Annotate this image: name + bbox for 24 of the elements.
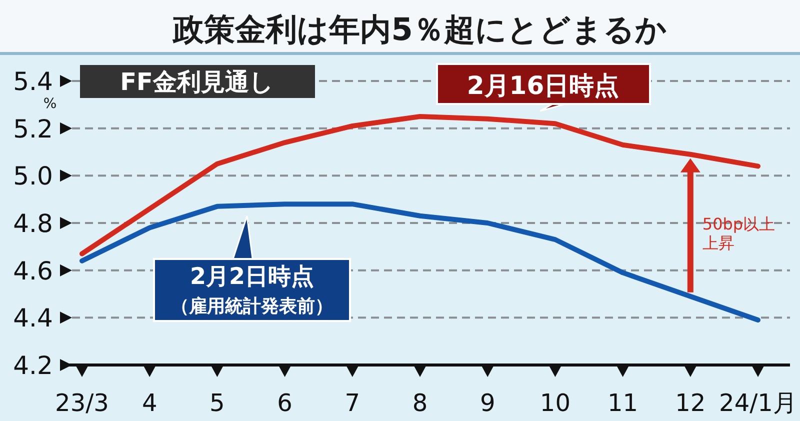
x-tick-label: 10: [540, 389, 570, 417]
x-tick-label: 7: [344, 389, 360, 417]
y-tick-label: 4.8: [13, 209, 53, 238]
series-label: 2月16日時点: [466, 71, 620, 100]
y-tick-label: 5.0: [13, 162, 53, 191]
x-tick-label: 4: [142, 389, 158, 417]
x-tick-label: 8: [412, 389, 428, 417]
x-tick-label: 12: [675, 389, 706, 417]
y-tick-label: 4.4: [13, 304, 53, 333]
x-tick-label: 6: [277, 389, 292, 417]
x-tick-label: 23/3: [55, 389, 109, 417]
annotation: （雇用統計発表前）: [171, 296, 333, 317]
chart-title: 政策金利は年内5％超にとどまるか: [172, 12, 667, 48]
annotation: 50bp以上上昇: [702, 214, 776, 252]
annotation: FF金利見通し: [120, 68, 274, 96]
x-tick-label: 24/1月: [719, 389, 797, 417]
y-tick-label: 5.2: [13, 114, 53, 144]
y-tick-label: 4.2: [13, 351, 53, 380]
x-tick-label: 11: [608, 389, 638, 417]
y-tick-label: 4.6: [13, 256, 53, 286]
x-tick-label: 9: [480, 389, 496, 417]
y-axis-title: %: [43, 96, 57, 112]
x-tick-label: 5: [210, 389, 225, 417]
y-tick-label: 5.4: [13, 67, 53, 96]
